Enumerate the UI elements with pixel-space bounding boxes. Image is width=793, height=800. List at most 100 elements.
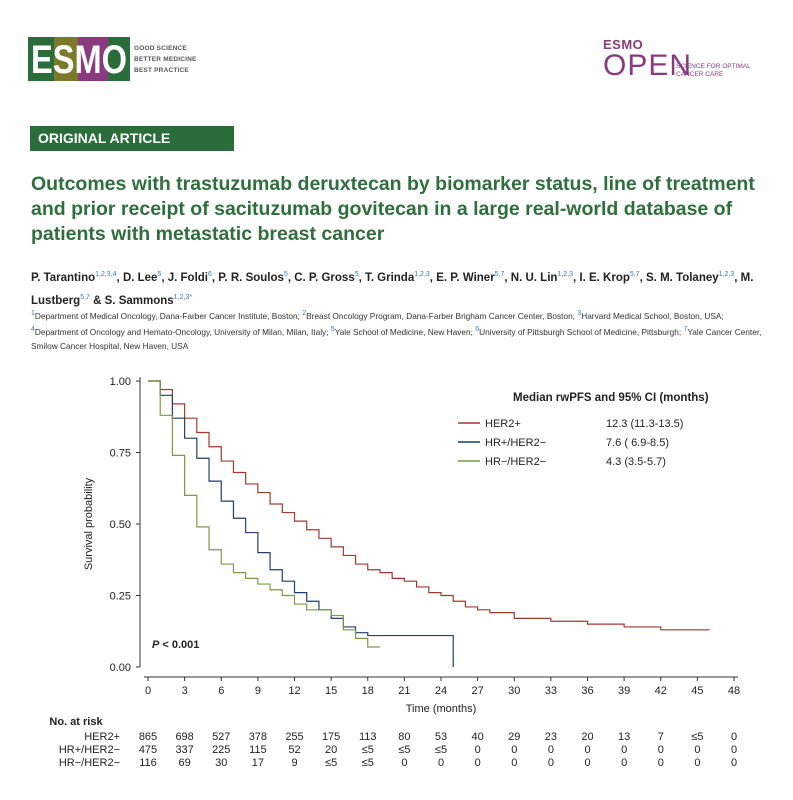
author-affiliation-ref: 5	[354, 271, 359, 278]
author-name: S. M. Tolaney	[646, 271, 719, 284]
risk-cell: 0	[584, 744, 590, 756]
risk-cell: 0	[475, 757, 481, 769]
x-tick-label: 9	[255, 685, 261, 697]
y-tick-label: 0.00	[110, 662, 131, 674]
risk-row-label: HR−/HER2−	[59, 757, 120, 769]
risk-cell: 0	[511, 744, 517, 756]
legend-label: HER2+	[485, 418, 521, 430]
esmo-logo: ESMO	[28, 37, 130, 81]
author-name: P. Tarantino	[31, 271, 96, 284]
affiliation-text: University of Pittsburgh School of Medic…	[479, 326, 684, 337]
risk-cell: 0	[401, 757, 407, 769]
risk-cell: 17	[252, 757, 264, 769]
risk-cell: ≤5	[435, 744, 447, 756]
author-affiliation-ref: 5,7	[80, 293, 90, 301]
legend-median: 4.3 (3.5-5.7)	[606, 456, 666, 468]
affiliation-number: 2	[302, 310, 307, 317]
affiliation-text: Department of Oncology and Hemato-Oncolo…	[34, 326, 331, 337]
affiliation-number: 4	[31, 325, 35, 333]
x-tick-label: 0	[145, 685, 151, 697]
esmo-tagline: GOOD SCIENCE BETTER MEDICINE BEST PRACTI…	[134, 43, 197, 76]
risk-cell: 0	[658, 757, 664, 769]
risk-cell: 0	[548, 744, 554, 756]
journal-logo-small: ESMO	[603, 37, 644, 52]
risk-cell: 116	[139, 757, 157, 769]
x-tick-label: 42	[655, 685, 667, 697]
esmo-tagline-line: GOOD SCIENCE	[134, 45, 187, 52]
risk-cell: 0	[475, 744, 481, 756]
esmo-logo-text: ESMO	[31, 38, 127, 81]
risk-cell: 0	[731, 757, 737, 769]
x-tick-label: 3	[182, 685, 188, 697]
legend-label: HR−/HER2−	[485, 456, 546, 468]
risk-cell: ≤5	[325, 757, 337, 769]
author-name: P. R. Soulos	[218, 271, 284, 284]
risk-cell: 20	[325, 744, 337, 756]
risk-cell: ≤5	[362, 744, 374, 756]
risk-cell: 865	[139, 731, 157, 743]
risk-cell: 13	[618, 731, 630, 743]
journal-tagline: SCIENCE FOR OPTIMAL CANCER CARE	[676, 63, 751, 78]
risk-cell: 40	[472, 731, 484, 743]
author-affiliation-ref: 1,2,3*	[173, 293, 192, 301]
y-tick-label: 0.50	[110, 519, 131, 531]
author-name: D. Lee	[122, 271, 158, 284]
x-tick-label: 39	[618, 685, 630, 697]
km-curve	[148, 380, 454, 667]
risk-cell: 0	[584, 757, 590, 769]
author-name: I. E. Krop	[579, 271, 630, 284]
risk-cell: 53	[435, 731, 447, 743]
risk-cell: 337	[175, 744, 193, 756]
author-affiliation-ref: 5	[283, 271, 288, 278]
risk-cell: ≤5	[398, 744, 410, 756]
author-affiliation-ref: 5,7	[629, 271, 640, 278]
affiliation-text: Yale Cancer Center, Smilow Cancer Hospit…	[31, 326, 762, 351]
author-name: S. Sammons	[104, 294, 174, 307]
journal-logo: ESMO OPEN	[603, 37, 693, 82]
risk-cell: 20	[581, 731, 593, 743]
legend-median: 7.6 ( 6.9-8.5)	[606, 437, 669, 449]
x-tick-label: 24	[435, 685, 447, 697]
y-tick-label: 1.00	[110, 376, 131, 388]
x-tick-label: 48	[728, 685, 740, 697]
risk-cell: 0	[731, 744, 737, 756]
risk-cell: 698	[175, 731, 193, 743]
affiliation-text: Department of Medical Oncology, Dana-Far…	[34, 310, 303, 321]
x-tick-label: 33	[545, 685, 557, 697]
affiliation-text: Breast Oncology Program, Dana-Farber Bri…	[306, 310, 578, 321]
risk-cell: 0	[511, 757, 517, 769]
author-affiliation-ref: 1,2,3	[718, 271, 735, 278]
risk-cell: 0	[731, 731, 737, 743]
risk-cell: 0	[694, 744, 700, 756]
author-affiliation-ref: 1,2,3	[414, 271, 430, 278]
risk-cell: 80	[398, 731, 410, 743]
risk-cell: 0	[621, 744, 627, 756]
journal-logo-big: OPEN	[603, 49, 693, 82]
risk-cell: 115	[249, 744, 267, 756]
risk-cell: 0	[548, 757, 554, 769]
author-name: M. Lustberg	[31, 271, 754, 307]
y-axis-label: Survival probability	[83, 477, 95, 570]
risk-cell: ≤5	[691, 731, 703, 743]
author-name: T. Grinda	[365, 271, 415, 284]
author-name: N. U. Lin	[510, 271, 558, 284]
author-list: P. Tarantino1,2,3,4, D. Lee5, J. Foldi6,…	[31, 271, 754, 307]
risk-cell: 29	[508, 731, 520, 743]
affiliation-number: 7	[683, 325, 688, 333]
affiliation-text: Yale School of Medicine, New Haven;	[334, 326, 476, 337]
x-tick-label: 27	[472, 685, 484, 697]
section-banner: ORIGINAL ARTICLE	[30, 126, 234, 151]
x-tick-label: 12	[288, 685, 300, 697]
risk-row-label: HR+/HER2−	[59, 744, 120, 756]
affiliation-number: 1	[31, 310, 35, 317]
km-curve	[148, 380, 380, 648]
y-tick-label: 0.25	[110, 591, 131, 603]
x-tick-label: 45	[691, 685, 703, 697]
risk-cell: 30	[215, 757, 227, 769]
affiliation-number: 5	[330, 325, 335, 333]
affiliation-text: Harvard Medical School, Boston, USA;	[581, 310, 724, 321]
affiliation-number: 3	[577, 310, 582, 317]
risk-cell: 7	[658, 731, 664, 743]
risk-cell: 175	[322, 731, 340, 743]
risk-cell: 255	[285, 731, 303, 743]
